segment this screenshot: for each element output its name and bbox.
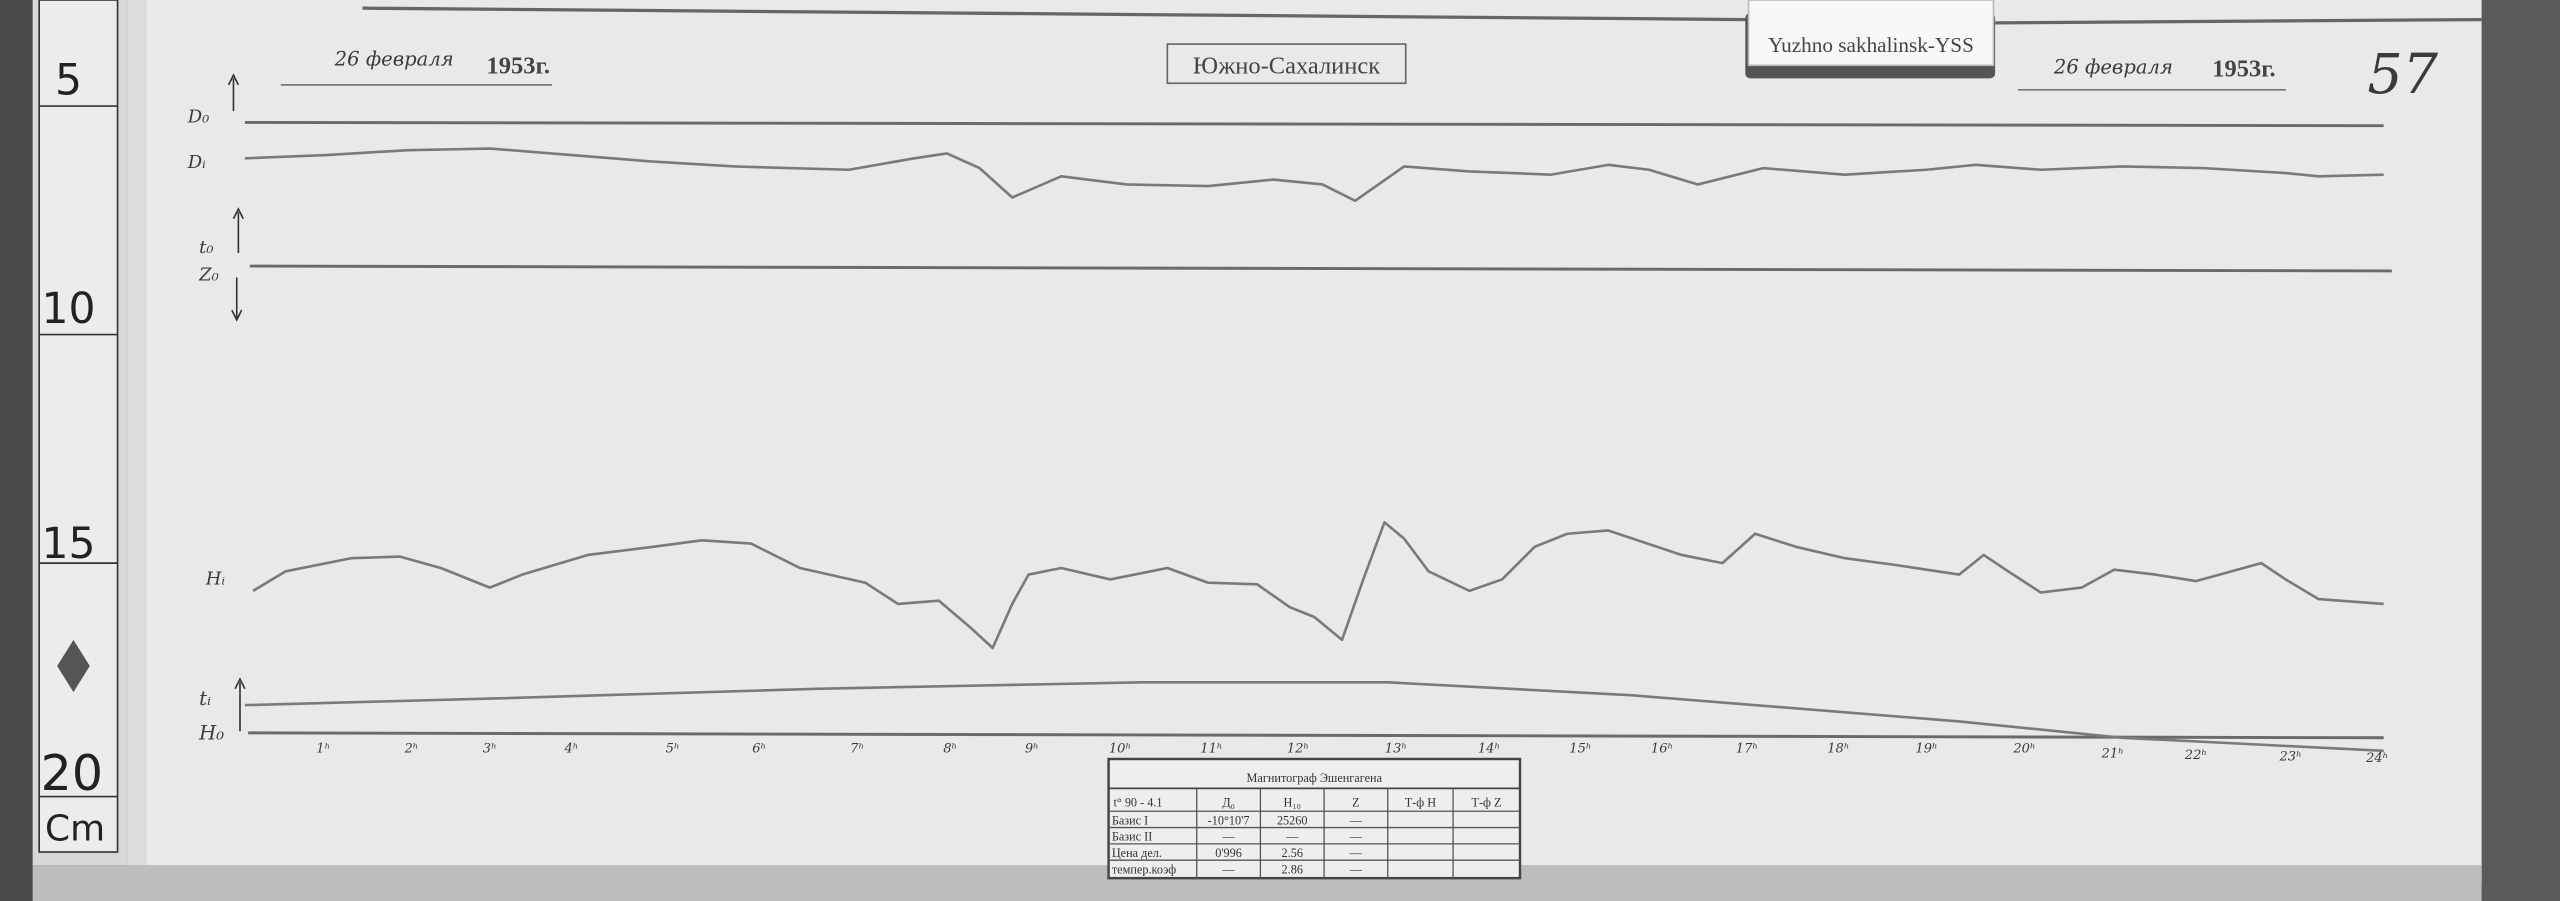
table-cell: — [1349,846,1363,860]
year-left: 1953г. [487,52,550,79]
label-di: Dᵢ [187,152,206,173]
baseline-h0 [248,731,2384,740]
label-d0: D₀ [187,106,210,127]
table-cell: -10°10'7 [1208,813,1250,827]
table-row-label: Цена дел. [1112,846,1162,860]
table-column-header: H₁₀ [1284,795,1301,809]
hour-label: 2ʰ [403,741,418,756]
hour-axis: 1ʰ 2ʰ 3ʰ 4ʰ 5ʰ 6ʰ 7ʰ 8ʰ 9ʰ 10ʰ 11ʰ 12ʰ 13ʰ 14ʰ 15ʰ 16ʰ 1… [316,741,2388,766]
ruler-mark-20: 20 [41,745,103,802]
table-cell: — [1221,862,1235,876]
ruler-mark-10: 10 [42,285,96,334]
hour-label: 12ʰ [1287,741,1309,756]
ruler-mark-5: 5 [55,57,82,106]
hour-label: 8ʰ [943,741,957,756]
table-cell: 2.86 [1282,862,1303,876]
table-title: Магнитограф Эшенгагена [1247,771,1383,785]
trace-temperature [244,680,2384,753]
trace-horizontal [252,521,2384,650]
hour-label: 17ʰ [1736,741,1758,756]
sheet-number: 57 [2367,42,2438,107]
hour-label: 20ʰ [2012,741,2035,756]
table-row-label: Базис I [1112,813,1148,827]
station-tag [1747,0,1995,67]
hour-label: 9ʰ [1025,741,1039,756]
hour-label: 19ʰ [1915,741,1937,756]
table-cell: — [1349,813,1363,827]
date-right: 26 февраля [2053,55,2173,78]
table-cell: 25260 [1277,813,1308,827]
station-tag-label: Yuzhno sakhalinsk-YSS [1768,33,1974,57]
ruler-mark-15: 15 [42,520,96,569]
baseline-z0 [249,264,2392,273]
table-row-label: темпер.коэф [1112,862,1176,876]
hour-label: 11ʰ [1200,741,1222,756]
year-right: 1953г. [2212,56,2275,83]
table-cell: — [1285,830,1299,844]
table-column-header: Т-ф H [1405,795,1437,809]
station-box [1166,43,1407,85]
label-hi: Hᵢ [205,568,226,589]
instrument-table: Магнитограф Эшенгагена t° 90 - 4.1 Д₀ H₁₀ Z… [1107,757,1522,880]
board-edge [2481,0,2560,901]
trace-declination [244,147,2384,203]
hour-label: 22ʰ [2184,748,2207,763]
label-t0: t₀ [199,237,213,258]
label-z0: Z₀ [198,265,219,286]
ruler-unit: Cm [45,809,105,850]
hour-label: 16ʰ [1651,741,1673,756]
hour-label: 7ʰ [850,741,864,756]
hour-label: 4ʰ [563,741,578,756]
scale-arrows [227,73,246,732]
table-cell: — [1349,830,1363,844]
baseline-d0 [244,120,2384,128]
hour-label: 1ʰ [316,741,330,756]
label-h0: H₀ [198,721,224,744]
table-column-header: Т-ф Z [1472,795,1502,809]
date-left: 26 февраля [334,47,454,70]
hour-label: 24ʰ [2365,751,2388,766]
hour-label: 5ʰ [666,741,680,756]
table-cell: 0'996 [1215,846,1242,860]
hour-label: 3ʰ [483,741,497,756]
hour-label: 10ʰ [1109,741,1131,756]
table-cell: 2.56 [1282,846,1303,860]
hour-label: 15ʰ [1569,741,1591,756]
hour-label: 18ʰ [1827,741,1849,756]
label-ti: tᵢ [199,687,211,710]
table-cell: — [1221,830,1235,844]
hour-label: 21ʰ [2101,746,2124,761]
hour-label: 14ʰ [1478,741,1500,756]
table-column-header: Д₀ [1222,795,1235,809]
hour-label: 13ʰ [1385,741,1407,756]
table-row-label: Базис II [1112,830,1152,844]
station-name: Южно-Сахалинск [1193,52,1380,79]
hour-label: 23ʰ [2278,750,2301,765]
table-column-header: Z [1352,795,1359,809]
table-corner: t° 90 - 4.1 [1113,795,1162,809]
hour-label: 6ʰ [752,741,766,756]
table-cell: — [1349,862,1363,876]
ruler-pin-icon [57,639,90,693]
